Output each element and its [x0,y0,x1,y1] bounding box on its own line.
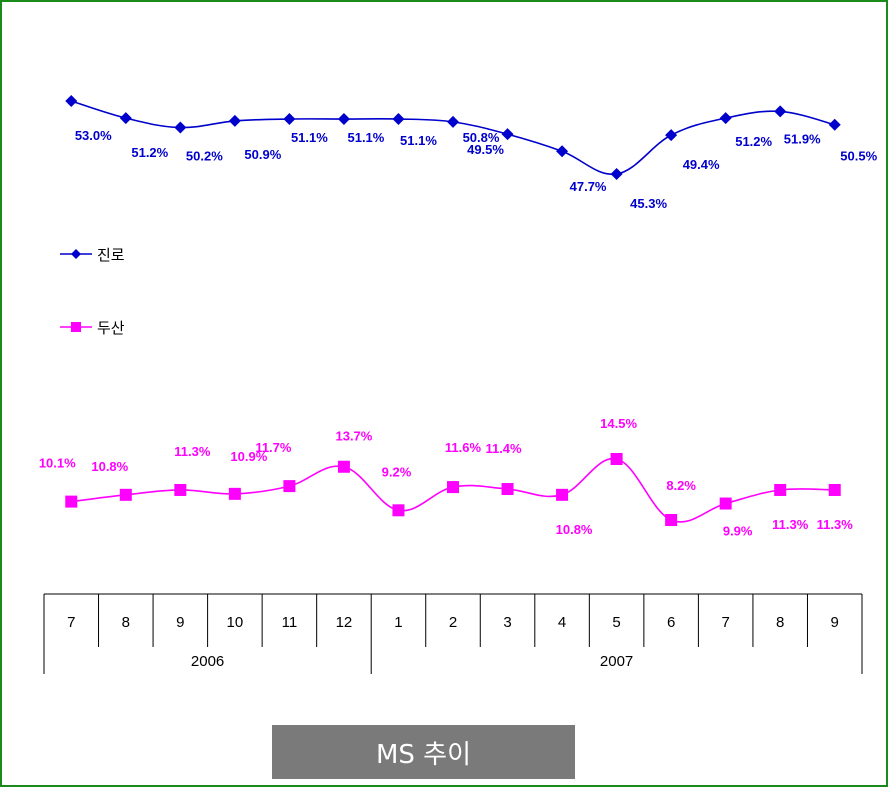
year-label: 2007 [600,653,633,670]
x-tick-label: 5 [612,614,620,631]
data-label: 45.3% [630,196,667,211]
data-label: 10.9% [230,449,267,464]
data-label: 9.9% [723,524,753,539]
data-label: 11.4% [485,441,522,456]
data-label: 51.2% [131,145,168,160]
data-point [337,460,350,473]
series-area: 53.0% 51.2% 50.2% 50.9% 51.1% 51.1% 51.1% 50.8%… [39,95,878,539]
data-point [556,488,569,501]
data-label: 10.8% [91,459,128,474]
data-label: 53.0% [75,128,112,143]
data-label: 11.3% [817,517,854,532]
data-point [228,487,241,500]
data-point [392,504,405,517]
data-point [774,105,787,118]
data-label: 51.1% [400,133,437,148]
legend-marker [71,322,81,332]
data-label: 49.4% [683,157,720,172]
legend-label: 두산 [97,319,125,337]
data-point [447,481,459,494]
data-point [337,113,350,126]
series-doosan: 10.1% 10.8%11.3% 10.9%11.7%13.7%9.2%11.6% 1… [39,416,853,539]
x-tick-label: 9 [176,614,184,631]
data-point [501,128,514,141]
data-point [447,115,459,128]
data-point [283,480,296,493]
x-tick-label: 6 [667,614,675,631]
data-label: 47.7% [570,179,607,194]
x-tick-label: 7 [67,614,75,631]
data-point [665,514,678,526]
data-point [556,145,569,158]
year-label: 2006 [191,653,224,670]
data-point [774,483,787,496]
x-tick-label: 8 [776,614,784,631]
x-tick-label: 9 [831,614,839,631]
data-label: 8.2% [666,478,696,493]
data-label: 50.2% [186,149,223,164]
data-point [65,495,78,508]
x-tick-label: 12 [336,614,353,631]
series-jinro: 53.0% 51.2% 50.2% 50.9% 51.1% 51.1% 51.1% 50.8%… [65,95,878,211]
x-tick-label: 8 [122,614,130,631]
data-label: 14.5% [600,416,637,431]
data-label: 49.5% [467,142,504,157]
x-tick-label: 1 [394,614,402,631]
x-tick-label: 10 [227,614,244,631]
data-label: 51.9% [784,131,821,146]
x-tick-label: 2 [449,614,457,631]
legend-label: 진로 [97,246,125,264]
data-point [828,483,841,496]
data-point [501,483,514,496]
data-point [119,488,132,501]
x-tick-label: 11 [282,614,298,631]
legend-item: 두산 [60,319,125,337]
data-point [174,483,187,496]
data-label: 9.2% [382,464,412,479]
legend-marker [71,249,81,259]
data-label: 50.9% [244,147,281,162]
data-label: 11.3% [772,517,809,532]
data-label: 13.7% [335,429,372,444]
data-label: 50.8% [463,130,500,145]
data-label: 10.1% [39,456,76,471]
data-point [719,497,732,510]
data-point [283,113,296,126]
data-point [392,113,405,126]
x-tick-label: 7 [721,614,729,631]
data-label: 51.2% [735,134,772,149]
data-point [665,129,678,142]
data-point [228,114,241,127]
data-point [610,453,623,465]
x-tick-label: 3 [503,614,511,631]
data-label: 11.7% [255,440,292,455]
data-point [610,168,623,180]
data-label: 51.1% [291,130,328,145]
chart-title: MS 추이 [272,725,575,779]
legend-item: 진로 [60,246,125,264]
data-point [174,121,187,134]
data-label: 11.6% [445,440,482,455]
data-point [119,112,132,125]
data-point [65,95,78,107]
data-label: 11.3% [174,444,211,459]
data-point [828,118,841,131]
data-label: 50.5% [840,149,877,164]
data-label: 51.1% [347,130,384,145]
data-label: 10.8% [556,522,593,537]
x-tick-label: 4 [558,614,566,631]
data-point [719,112,732,125]
